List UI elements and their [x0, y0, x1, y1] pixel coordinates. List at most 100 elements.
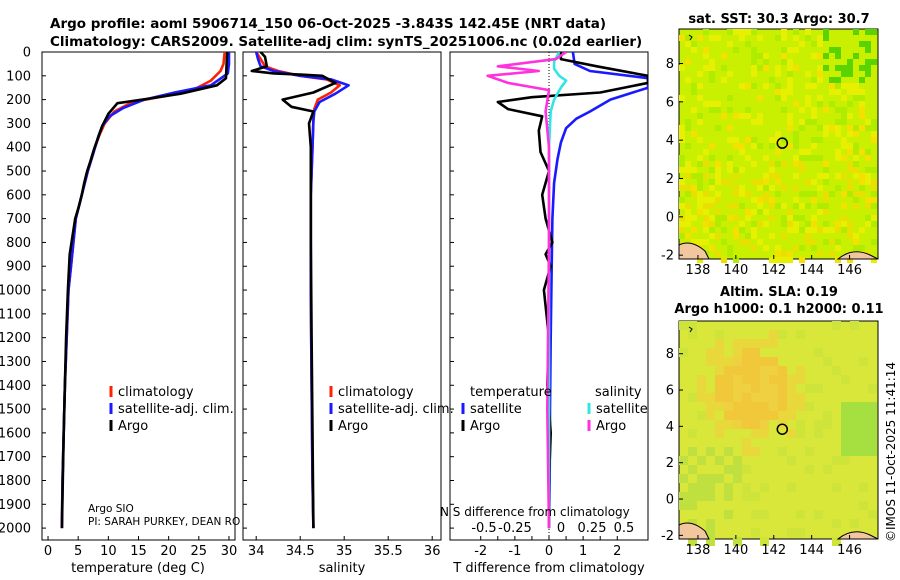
map-pixel	[751, 384, 760, 393]
map-pixel	[691, 215, 697, 221]
map-pixel	[775, 251, 781, 257]
map-pixel	[787, 402, 796, 411]
series-line	[60, 52, 226, 529]
map-pixel	[739, 221, 745, 227]
map-pixel	[697, 95, 703, 101]
map-pixel	[787, 143, 793, 149]
map-pixel	[679, 167, 685, 173]
map-pixel	[679, 131, 685, 137]
map-pixel	[751, 71, 757, 77]
depth-tick-label: 0	[23, 46, 31, 61]
map-pixel	[793, 65, 799, 71]
map-pixel	[715, 179, 721, 185]
map-pixel	[763, 83, 769, 89]
map-pixel	[847, 191, 853, 197]
map-pixel	[847, 161, 853, 167]
map-pixel	[799, 257, 805, 263]
map-pixel	[688, 330, 697, 339]
map-pixel	[733, 348, 742, 357]
map-pixel	[742, 438, 751, 447]
legend-satellite-clim: satellite-adj. clim.	[338, 402, 454, 417]
map-pixel	[691, 83, 697, 89]
map-pixel	[805, 447, 814, 456]
map-pixel	[751, 348, 760, 357]
x-tick-label: 1	[579, 544, 587, 559]
map-pixel	[697, 119, 703, 125]
map-pixel	[757, 239, 763, 245]
map-y-tick-label: 6	[666, 95, 674, 110]
map-pixel	[697, 71, 703, 77]
map-pixel	[847, 257, 853, 263]
map-pixel	[697, 197, 703, 203]
x-tick-label: -2	[474, 544, 487, 559]
map-pixel	[697, 492, 706, 501]
map-pixel	[787, 429, 796, 438]
depth-tick-label: 1100	[0, 307, 31, 322]
map-pixel	[685, 167, 691, 173]
map-pixel	[703, 203, 709, 209]
map-pixel	[697, 411, 706, 420]
map-pixel	[823, 191, 829, 197]
map-pixel	[751, 510, 760, 519]
map-pixel	[724, 384, 733, 393]
salinity-legend: climatology satellite-adj. clim. Argo	[329, 385, 454, 434]
map-pixel	[703, 239, 709, 245]
map-pixel	[793, 173, 799, 179]
map-pixel	[757, 113, 763, 119]
depth-tick-label: 1700	[0, 450, 31, 465]
map-pixel	[853, 53, 859, 59]
map-pixel	[727, 29, 733, 35]
map-pixel	[745, 137, 751, 143]
x-tick-label: 36	[424, 544, 441, 559]
map-pixel	[832, 321, 841, 330]
map-pixel	[769, 339, 778, 348]
map-pixel	[751, 447, 760, 456]
map-pixel	[859, 179, 865, 185]
coast-fragment	[688, 326, 693, 333]
map-pixel	[871, 119, 877, 125]
map-pixel	[751, 197, 757, 203]
map-y-tick-label: 4	[666, 134, 674, 149]
map-pixel	[799, 41, 805, 47]
map-pixel	[691, 239, 697, 245]
map-pixel	[847, 65, 853, 71]
map-pixel	[715, 348, 724, 357]
secondary-tick-label: -0.25	[498, 521, 532, 536]
map-pixel	[757, 209, 763, 215]
map-pixel	[709, 35, 715, 41]
map-pixel	[865, 65, 871, 71]
map-pixel	[781, 95, 787, 101]
land-patch	[678, 522, 710, 540]
map-pixel	[679, 221, 685, 227]
overlap-text: N S difference from climatology	[440, 505, 630, 519]
map-pixel	[850, 519, 859, 528]
map-pixel	[868, 438, 877, 447]
map-pixel	[733, 191, 739, 197]
map-pixel	[742, 411, 751, 420]
map-pixel	[859, 65, 865, 71]
map-pixel	[811, 83, 817, 89]
map-pixel	[859, 113, 865, 119]
map-pixel	[841, 191, 847, 197]
map-pixel	[769, 173, 775, 179]
depth-tick-label: 1500	[0, 403, 31, 418]
map-pixel	[739, 167, 745, 173]
map-pixel	[871, 239, 877, 245]
map-pixel	[805, 465, 814, 474]
map-pixel	[778, 384, 787, 393]
map-pixel	[724, 375, 733, 384]
map-pixel	[715, 456, 724, 465]
map-pixel	[679, 125, 685, 131]
map-pixel	[865, 155, 871, 161]
map-y-tick-label: 2	[666, 456, 674, 471]
map-pixel	[817, 227, 823, 233]
map-pixel	[742, 375, 751, 384]
map-pixel	[871, 29, 877, 35]
map-pixel	[865, 125, 871, 131]
map-pixel	[868, 429, 877, 438]
map-pixel	[709, 59, 715, 65]
map-pixel	[733, 203, 739, 209]
x-tick-label: 30	[221, 544, 238, 559]
map-pixel	[859, 191, 865, 197]
map-pixel	[745, 155, 751, 161]
